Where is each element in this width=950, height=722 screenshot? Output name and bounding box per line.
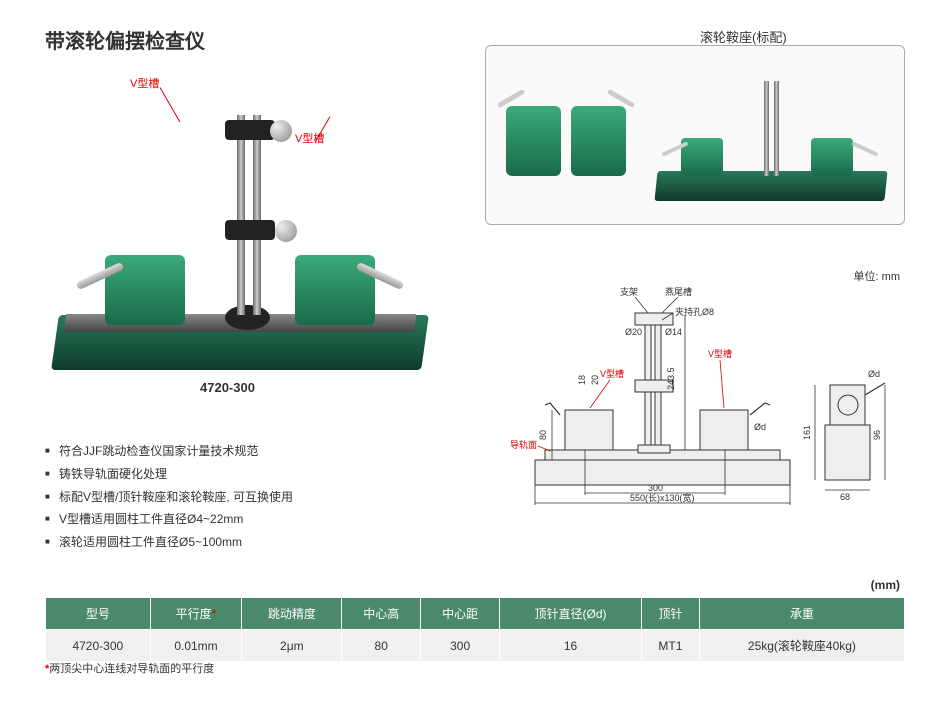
annotation-v-groove-right: V型槽 — [295, 130, 324, 146]
main-product-photo: V型槽 V型槽 4720-300 — [45, 70, 435, 400]
svg-text:Ød: Ød — [754, 422, 766, 432]
svg-text:夹持孔Ø8: 夹持孔Ø8 — [675, 306, 714, 317]
svg-text:243.5: 243.5 — [666, 367, 676, 390]
table-header: 顶针 — [642, 598, 700, 630]
svg-text:161: 161 — [802, 425, 812, 440]
bullet-item: 滚轮适用圆柱工件直径Ø5~100mm — [45, 531, 293, 554]
table-cell: 0.01mm — [150, 630, 242, 662]
table-cell: 4720-300 — [46, 630, 151, 662]
table-header: 承重 — [699, 598, 904, 630]
annotation-v-groove-left: V型槽 — [130, 75, 159, 91]
svg-text:Ø20: Ø20 — [625, 327, 642, 337]
feature-bullets: 符合JJF跳动检查仪国家计量技术规范 铸铁导轨面硬化处理 标配V型槽/顶针鞍座和… — [45, 440, 293, 554]
svg-text:300: 300 — [648, 483, 663, 493]
svg-text:支架: 支架 — [620, 286, 638, 297]
table-header: 顶针直径(Ød) — [500, 598, 642, 630]
table-cell: 2μm — [242, 630, 342, 662]
table-cell: 300 — [421, 630, 500, 662]
svg-text:96: 96 — [872, 430, 882, 440]
table-header: 跳动精度 — [242, 598, 342, 630]
svg-text:Ø14: Ø14 — [665, 327, 682, 337]
table-header-row: 型号 平行度* 跳动精度 中心高 中心距 顶针直径(Ød) 顶针 承重 — [46, 598, 905, 630]
table-header: 型号 — [46, 598, 151, 630]
table-row: 4720-300 0.01mm 2μm 80 300 16 MT1 25kg(滚… — [46, 630, 905, 662]
svg-text:18: 18 — [577, 375, 587, 385]
bullet-item: 标配V型槽/顶针鞍座和滚轮鞍座, 可互换使用 — [45, 486, 293, 509]
model-number: 4720-300 — [200, 380, 255, 395]
svg-text:V型槽: V型槽 — [708, 348, 732, 359]
table-cell: 80 — [342, 630, 421, 662]
table-cell: 16 — [500, 630, 642, 662]
svg-text:68: 68 — [840, 492, 850, 502]
svg-text:燕尾槽: 燕尾槽 — [665, 286, 692, 297]
table-header: 中心距 — [421, 598, 500, 630]
spec-table: 型号 平行度* 跳动精度 中心高 中心距 顶针直径(Ød) 顶针 承重 4720… — [45, 597, 905, 662]
table-cell: 25kg(滚轮鞍座40kg) — [699, 630, 904, 662]
page-title: 带滚轮偏摆检查仪 — [45, 25, 205, 54]
table-header: 平行度* — [150, 598, 242, 630]
svg-text:80: 80 — [538, 430, 548, 440]
bullet-item: V型槽适用圆柱工件直径Ø4~22mm — [45, 508, 293, 531]
svg-text:V型槽: V型槽 — [600, 368, 624, 379]
bullet-item: 符合JJF跳动检查仪国家计量技术规范 — [45, 440, 293, 463]
sub-photo-box — [485, 45, 905, 225]
sub-photo-label: 滚轮鞍座(标配) — [700, 27, 787, 46]
table-cell: MT1 — [642, 630, 700, 662]
footnote: *两顶尖中心连线对导轨面的平行度 — [45, 660, 214, 676]
table-unit: (mm) — [871, 578, 900, 592]
table-header: 中心高 — [342, 598, 421, 630]
unit-label: 单位: mm — [854, 268, 900, 284]
bullet-item: 铸铁导轨面硬化处理 — [45, 463, 293, 486]
svg-text:Ød: Ød — [868, 369, 880, 379]
technical-diagram: 支架 燕尾槽 夹持孔Ø8 Ø20 Ø14 243.5 18 20 V型槽 V型槽… — [490, 285, 905, 510]
svg-text:550(长)x130(宽): 550(长)x130(宽) — [630, 492, 695, 503]
svg-text:导轨面: 导轨面 — [510, 439, 537, 450]
svg-text:20: 20 — [590, 375, 600, 385]
